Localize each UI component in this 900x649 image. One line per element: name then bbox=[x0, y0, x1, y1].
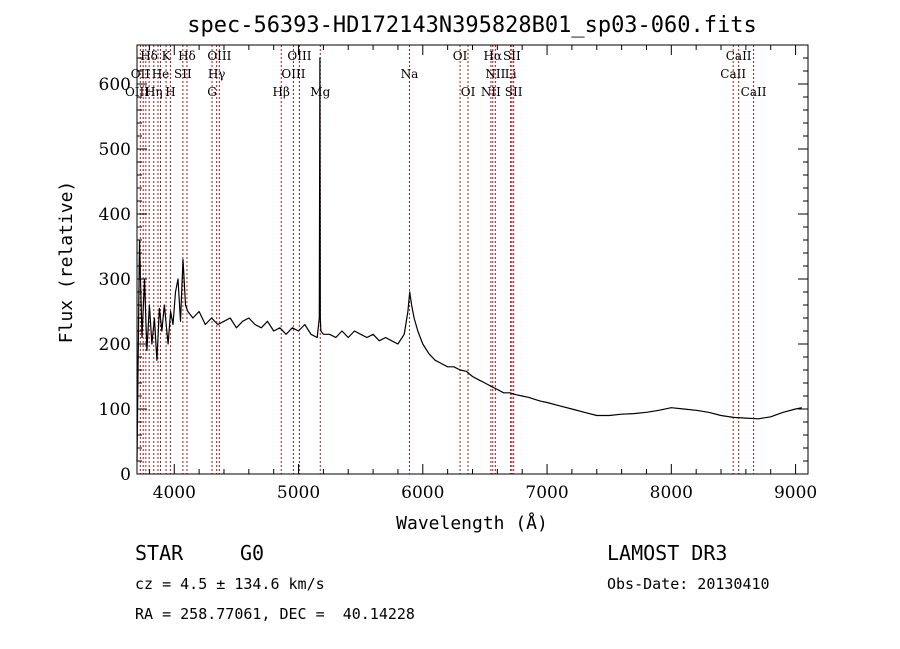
x-axis-label: Wavelength (Å) bbox=[396, 512, 548, 534]
line-label-17: OI bbox=[453, 49, 468, 63]
series-spectrum bbox=[136, 57, 802, 462]
axes-frame bbox=[136, 44, 809, 475]
survey-name: LAMOST DR3 bbox=[607, 541, 727, 565]
y-tick-label-400: 400 bbox=[99, 205, 131, 225]
x-tick-label-6000: 6000 bbox=[401, 483, 444, 503]
x-tick-label-9000: 9000 bbox=[774, 483, 817, 503]
line-label-14: Hβ bbox=[273, 85, 290, 99]
object-class: STAR bbox=[135, 541, 184, 565]
line-label-8: Hδ bbox=[178, 49, 196, 63]
chart-title: spec-56393-HD172143N395828B01_sp03-060.f… bbox=[187, 13, 757, 38]
axis-ticks: 4000 5000 6000 7000 8000 9000 0 100 200 300 400 500… bbox=[99, 45, 817, 503]
y-tick-label-100: 100 bbox=[99, 400, 131, 420]
y-tick-label-300: 300 bbox=[99, 270, 131, 290]
y-tick-label-600: 600 bbox=[99, 75, 131, 95]
line-label-21: NII bbox=[485, 67, 505, 81]
y-tick-label-500: 500 bbox=[99, 140, 131, 160]
line-label-16: Na bbox=[401, 67, 419, 81]
line-label-23: NII bbox=[481, 85, 501, 99]
y-tick-label-0: 0 bbox=[120, 465, 131, 485]
line-label-27: CaII bbox=[741, 85, 767, 99]
line-label-5: K bbox=[162, 49, 172, 63]
line-markers bbox=[139, 45, 755, 474]
obs-date-text: Obs-Date: 20130410 bbox=[607, 575, 770, 593]
line-label-22: Li bbox=[505, 67, 517, 81]
line-label-15: Mg bbox=[310, 85, 330, 99]
line-label-3: He bbox=[152, 67, 170, 81]
y-axis-label: Flux (relative) bbox=[56, 181, 77, 344]
plot-frame bbox=[136, 44, 809, 475]
line-label-26: CaII bbox=[720, 67, 746, 81]
x-tick-label-4000: 4000 bbox=[153, 483, 196, 503]
redshift-text: cz = 4.5 ± 134.6 km/s bbox=[135, 575, 325, 593]
line-label-7: H bbox=[165, 85, 175, 99]
x-tick-label-7000: 7000 bbox=[525, 483, 568, 503]
line-label-12: OIII bbox=[287, 49, 311, 63]
line-label-18: OI bbox=[461, 85, 476, 99]
line-label-6: SII bbox=[174, 67, 192, 81]
line-label-24: SII bbox=[505, 85, 523, 99]
x-tick-label-5000: 5000 bbox=[277, 483, 320, 503]
object-subclass: G0 bbox=[240, 541, 264, 565]
coordinates-text: RA = 258.77061, DEC = 40.14228 bbox=[135, 605, 415, 623]
line-label-0: Hδ bbox=[140, 49, 158, 63]
line-label-11: G bbox=[207, 85, 217, 99]
line-label-10: Hγ bbox=[208, 67, 226, 81]
line-label-20: SII bbox=[503, 49, 521, 63]
line-label-1: OII bbox=[131, 67, 151, 81]
spectrum-series bbox=[136, 57, 802, 462]
line-label-4: Hη bbox=[145, 85, 163, 99]
x-tick-label-8000: 8000 bbox=[650, 483, 693, 503]
y-tick-label-200: 200 bbox=[99, 335, 131, 355]
line-label-25: CaII bbox=[726, 49, 752, 63]
line-label-19: Hα bbox=[483, 49, 502, 63]
line-label-9: OIII bbox=[207, 49, 231, 63]
line-label-13: OIII bbox=[281, 67, 305, 81]
